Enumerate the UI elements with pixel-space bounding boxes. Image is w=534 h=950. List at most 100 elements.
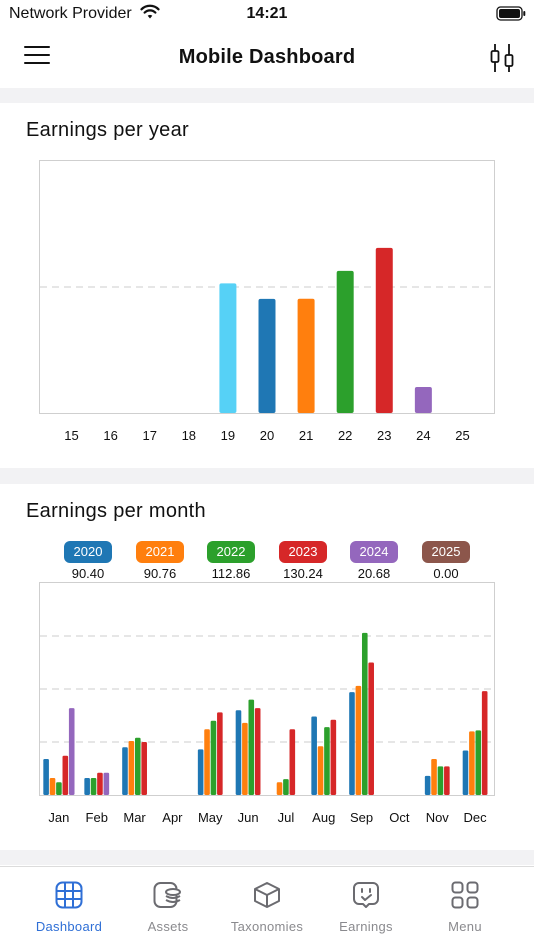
- year-bar-22[interactable]: [336, 270, 354, 413]
- tab-dashboard-label: Dashboard: [35, 919, 103, 934]
- month-bar-may-2023[interactable]: [217, 712, 223, 795]
- month-bar-sep-2022[interactable]: [361, 632, 368, 795]
- month-bar-jun-2020[interactable]: [235, 710, 242, 795]
- tab-earnings[interactable]: Earnings: [316, 881, 416, 934]
- month-bar-nov-2022[interactable]: [437, 766, 444, 795]
- month-bar-jan-2021[interactable]: [49, 778, 56, 795]
- month-bar-nov-2020[interactable]: [424, 775, 431, 795]
- month-bar-dec-2022[interactable]: [475, 730, 482, 795]
- legend-item-2024[interactable]: 2024 20.68: [336, 541, 412, 581]
- month-bar-jul-2023[interactable]: [289, 729, 296, 795]
- coins-icon: [153, 882, 181, 908]
- filter-sliders-icon[interactable]: [488, 42, 516, 79]
- month-bar-dec-2020[interactable]: [462, 750, 469, 795]
- battery-icon: [496, 6, 526, 26]
- month-bar-aug-2023[interactable]: [330, 719, 337, 795]
- month-bar-aug-2022[interactable]: [324, 727, 330, 795]
- month-tick-label-aug: Aug: [312, 810, 336, 825]
- legend-chip-2021[interactable]: 2021: [135, 541, 185, 563]
- earnings-per-month-title: Earnings per month: [26, 500, 206, 522]
- month-bar-mar-2021[interactable]: [128, 740, 135, 795]
- month-bar-nov-2023[interactable]: [444, 766, 450, 795]
- year-tick-label-20: 20: [259, 428, 275, 443]
- month-bar-feb-2023[interactable]: [97, 772, 103, 795]
- month-tick-label-jun: Jun: [237, 810, 259, 825]
- month-bar-sep-2020[interactable]: [349, 692, 355, 795]
- tab-menu-label: Menu: [448, 919, 482, 934]
- legend-total-2022: 112.86: [211, 566, 251, 581]
- nav-bar: Mobile Dashboard: [0, 30, 534, 88]
- month-bar-jan-2024[interactable]: [68, 708, 75, 795]
- month-bar-may-2022[interactable]: [210, 720, 217, 795]
- month-tick-label-feb: Feb: [85, 810, 108, 825]
- legend-item-2025[interactable]: 2025 0.00: [408, 541, 484, 581]
- month-bar-dec-2021[interactable]: [469, 731, 475, 795]
- tab-dashboard[interactable]: Dashboard: [19, 881, 119, 934]
- year-tick-label-23: 23: [377, 428, 392, 443]
- month-bar-mar-2023[interactable]: [141, 742, 147, 795]
- legend-item-2022[interactable]: 2022 112.86: [193, 541, 269, 581]
- year-tick-label-22: 22: [337, 428, 353, 443]
- month-bar-mar-2022[interactable]: [134, 737, 141, 795]
- month-bar-feb-2024[interactable]: [103, 772, 110, 795]
- legend-item-2021[interactable]: 2021 90.76: [122, 541, 198, 581]
- apps-icon: [451, 881, 479, 909]
- month-bar-mar-2020[interactable]: [122, 747, 128, 795]
- hamburger-menu-icon[interactable]: [24, 46, 50, 68]
- year-tick-label-24: 24: [416, 428, 431, 443]
- month-bar-nov-2021[interactable]: [431, 758, 437, 795]
- legend-total-2023: 130.24: [283, 566, 323, 581]
- month-bar-may-2021[interactable]: [204, 729, 210, 795]
- year-tick-label-25: 25: [455, 428, 470, 443]
- legend-chip-2024[interactable]: 2024: [349, 541, 399, 563]
- year-tick-label-17: 17: [142, 428, 157, 443]
- month-tick-label-may: May: [197, 810, 223, 825]
- earnings-per-year-title: Earnings per year: [26, 119, 189, 141]
- wifi-icon: [140, 4, 160, 25]
- month-bar-jul-2022[interactable]: [283, 779, 289, 795]
- legend-item-2020[interactable]: 2020 90.40: [50, 541, 126, 581]
- status-bar: Network Provider 14:21: [0, 0, 534, 30]
- tab-bar: Dashboard Assets Taxonomies E: [0, 866, 534, 950]
- month-tick-label-apr: Apr: [162, 810, 183, 825]
- month-tick-label-dec: Dec: [463, 810, 487, 825]
- legend-item-2023[interactable]: 2023 130.24: [265, 541, 341, 581]
- legend-chip-2020[interactable]: 2020: [63, 541, 113, 563]
- month-bar-jul-2021[interactable]: [276, 782, 283, 795]
- month-bar-jun-2023[interactable]: [254, 708, 261, 795]
- year-bar-24[interactable]: [414, 386, 432, 413]
- year-bar-19[interactable]: [219, 283, 237, 413]
- month-bar-jan-2022[interactable]: [56, 782, 62, 795]
- tab-taxonomies-label: Taxonomies: [230, 919, 304, 934]
- month-bar-jun-2021[interactable]: [242, 722, 248, 795]
- legend-chip-2022[interactable]: 2022: [206, 541, 256, 563]
- tab-assets[interactable]: Assets: [118, 881, 218, 934]
- tab-taxonomies[interactable]: Taxonomies: [217, 881, 317, 934]
- year-tick-label-19: 19: [220, 428, 236, 443]
- month-tick-label-sep: Sep: [350, 810, 374, 825]
- month-bar-feb-2022[interactable]: [90, 778, 97, 795]
- page-title: Mobile Dashboard: [178, 46, 356, 68]
- month-bar-feb-2020[interactable]: [84, 778, 90, 795]
- year-bar-21[interactable]: [297, 298, 315, 413]
- month-bar-aug-2020[interactable]: [311, 716, 317, 795]
- month-bar-aug-2021[interactable]: [317, 746, 324, 795]
- legend-chip-2025[interactable]: 2025: [421, 541, 471, 563]
- month-bar-sep-2021[interactable]: [355, 685, 362, 795]
- month-bar-jun-2022[interactable]: [248, 699, 255, 795]
- month-bar-dec-2023[interactable]: [481, 691, 488, 795]
- month-bar-sep-2023[interactable]: [368, 662, 374, 796]
- month-bar-jan-2023[interactable]: [62, 755, 69, 795]
- year-tick-label-15: 15: [64, 428, 79, 443]
- month-tick-label-oct: Oct: [389, 810, 410, 825]
- tab-menu[interactable]: Menu: [415, 881, 515, 934]
- earnings-per-year-plot-area: [39, 160, 495, 414]
- year-bar-20[interactable]: [258, 298, 276, 413]
- legend-chip-2023[interactable]: 2023: [278, 541, 328, 563]
- legend-total-2025: 0.00: [433, 566, 459, 581]
- year-tick-label-16: 16: [103, 428, 118, 443]
- year-bar-23[interactable]: [375, 247, 393, 413]
- month-bar-jan-2020[interactable]: [43, 758, 49, 795]
- month-bar-may-2020[interactable]: [197, 749, 204, 795]
- chat-check-icon: [353, 882, 379, 908]
